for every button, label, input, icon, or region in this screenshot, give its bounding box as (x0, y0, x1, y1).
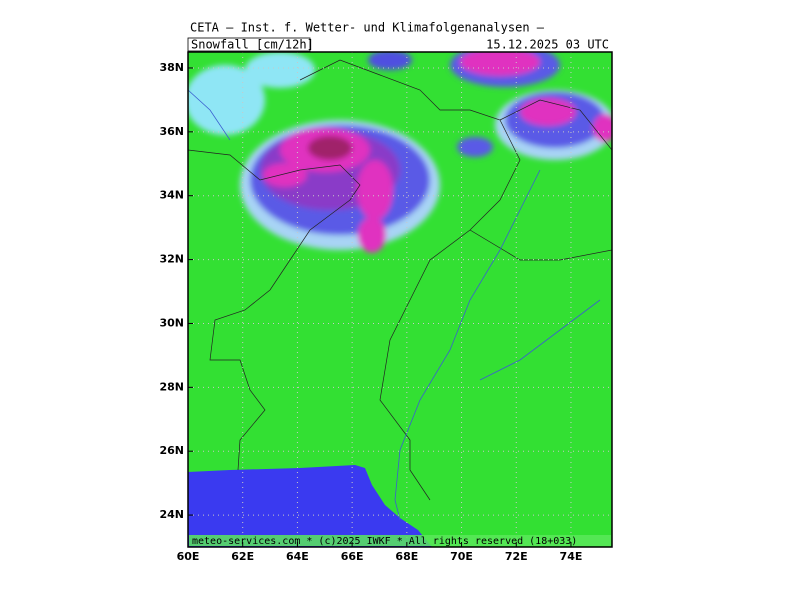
product-box (187, 37, 311, 52)
x-tick-label: 62E (231, 550, 254, 563)
frame (187, 51, 613, 548)
graticule (188, 52, 612, 547)
sea (188, 465, 432, 547)
title: CETA — Inst. f. Wetter- und Klimafolgena… (190, 21, 545, 35)
valid-time: 15.12.2025 03 UTC (486, 38, 609, 52)
x-tick-label: 74E (560, 550, 583, 563)
x-tick-label: 68E (395, 550, 418, 563)
y-tick-label: 36N (159, 125, 184, 138)
x-tick-label: 60E (177, 550, 200, 563)
x-tick-label: 64E (286, 550, 309, 563)
y-tick-label: 38N (159, 61, 184, 74)
y-tick-label: 26N (159, 444, 184, 457)
footer: meteo-services.com * (c)2025 IWKF * All … (192, 536, 577, 547)
x-tick-label: 72E (505, 550, 528, 563)
x-tick-label: 70E (450, 550, 473, 563)
y-tick-label: 30N (159, 316, 184, 329)
y-tick-label: 34N (159, 189, 184, 202)
y-tick-label: 32N (159, 253, 184, 266)
map-area (188, 52, 612, 547)
x-tick-label: 66E (341, 550, 364, 563)
product: Snowfall [cm/12h] (191, 38, 314, 52)
footer-band (189, 535, 611, 546)
y-tick-label: 24N (159, 508, 184, 521)
snowfall-field (188, 52, 612, 253)
y-tick-label: 28N (159, 380, 184, 393)
